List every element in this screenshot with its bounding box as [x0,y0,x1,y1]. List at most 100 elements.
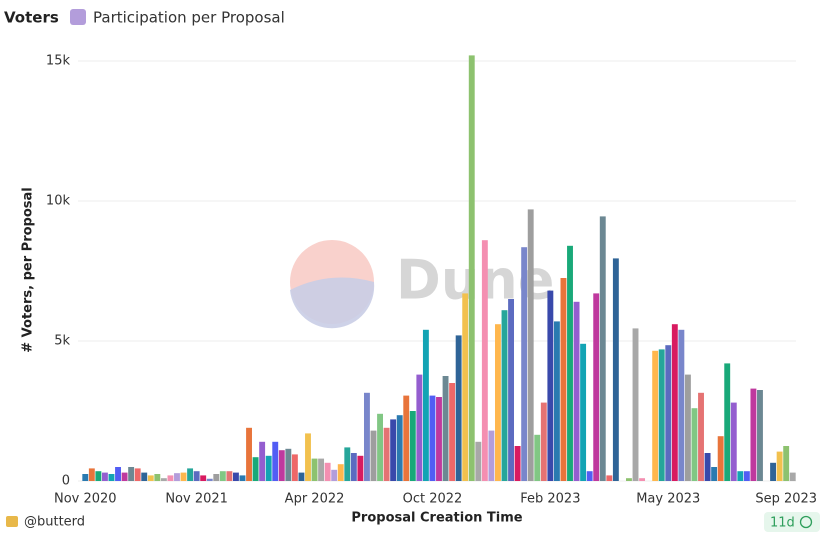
bar [226,471,233,481]
bar [580,343,587,481]
y-tick-label: 0 [62,474,70,489]
bar [527,209,534,481]
bar [265,455,272,481]
bar [698,392,704,481]
bar [128,467,135,481]
bar [167,475,174,481]
bar [691,408,698,481]
bar [783,446,790,481]
query-icon [70,9,86,25]
author[interactable]: @butterd [24,515,85,530]
bar [213,474,220,481]
bar [101,472,108,481]
bar [711,467,718,481]
bar [219,471,226,481]
bar [586,471,593,481]
bar [481,240,488,481]
bar [390,419,397,481]
bar [442,376,449,481]
bar [684,374,691,481]
bar [652,350,659,481]
bar [291,454,298,481]
chart-subtitle: Participation per Proposal [93,9,285,27]
bar [377,413,383,481]
bar [370,430,377,481]
y-tick-label: 15k [46,54,71,69]
bar [514,446,521,481]
bar [298,472,305,481]
bar [363,392,370,481]
bar [475,441,482,481]
bar [724,363,731,481]
x-tick-label: Apr 2022 [285,492,345,507]
bar [658,349,665,481]
bar [357,455,364,481]
age: 11d [770,516,795,531]
bar [344,447,351,481]
bar [115,467,121,481]
x-tick-label: Feb 2023 [520,492,580,507]
bar [429,395,436,481]
bar [770,462,777,481]
bar [743,471,750,481]
x-axis-title: Proposal Creation Time [351,511,522,526]
bar [540,402,547,481]
y-tick-label: 10k [46,194,71,209]
bar [665,345,672,481]
bar [495,324,501,481]
bar [134,468,141,481]
x-tick-label: Nov 2021 [165,492,228,507]
bar [730,402,737,481]
bar [278,450,285,481]
bar [750,388,757,481]
bar [776,451,783,481]
bar [187,468,194,481]
y-axis-title: # Voters, per Proposal [21,187,36,352]
bar [318,458,325,481]
check-icon [799,515,813,529]
bar [396,415,403,481]
bar [311,458,318,481]
bar [560,278,567,481]
bar [141,472,148,481]
bar [678,329,685,481]
bar [737,471,744,481]
bar [521,247,528,481]
bar [350,453,357,481]
bar [403,395,410,481]
bar [305,433,311,481]
bar [449,383,456,481]
x-tick-label: May 2023 [636,492,700,507]
bar [239,475,246,481]
bar [593,293,600,481]
bar [193,471,200,481]
y-tick-label: 5k [54,334,70,349]
bar [174,473,180,481]
bar [468,55,475,482]
bar [671,324,678,481]
bar [409,411,416,481]
bar [259,441,266,481]
bar [95,471,102,481]
bar [180,472,187,481]
bar [599,216,606,481]
x-tick-label: Oct 2022 [403,492,463,507]
bar [606,475,613,481]
bar [639,478,646,481]
bar [508,299,515,481]
bar [717,436,724,481]
bar [160,478,167,481]
bar [547,290,554,481]
bar [704,453,711,481]
bar [206,478,213,481]
bar [88,468,95,481]
bar [455,335,462,481]
watermark-logo-part [290,277,375,329]
x-tick-label: Nov 2020 [54,492,117,507]
bar [462,293,469,481]
bar [154,474,161,481]
bar [337,464,344,481]
bar [567,245,573,481]
bar [436,397,442,481]
